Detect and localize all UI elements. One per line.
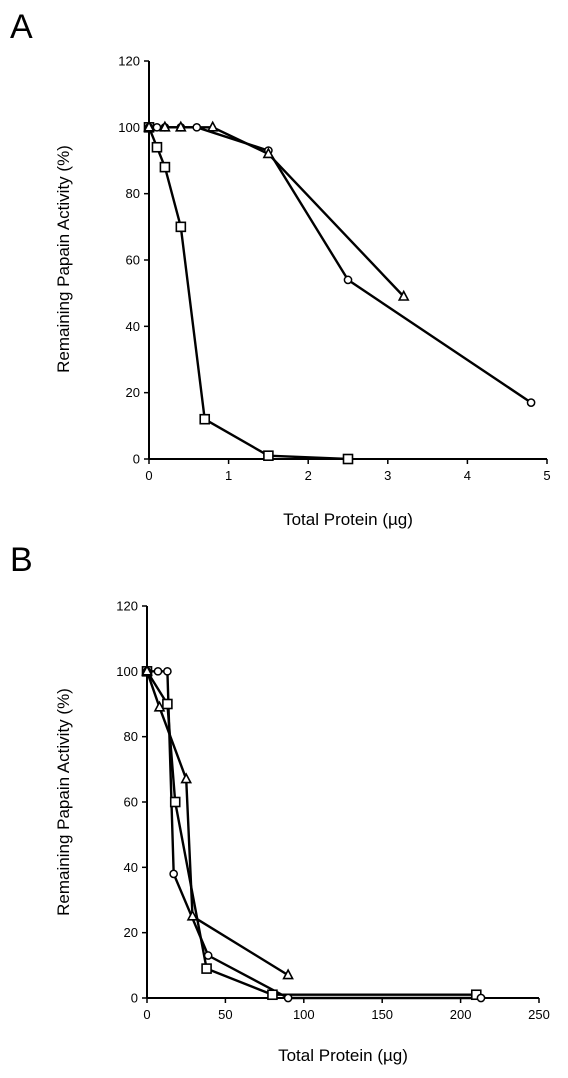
y-tick-label: 60 [126, 253, 140, 268]
data-point-triangle [143, 120, 155, 132]
y-axis-title: Remaining Papain Activity (%) [54, 688, 73, 916]
y-tick-label: 40 [126, 319, 140, 334]
x-tick-label: 1 [225, 468, 232, 483]
x-tick-label: 200 [450, 1007, 472, 1022]
x-tick-label: 2 [305, 468, 312, 483]
y-tick-label: 0 [131, 991, 138, 1006]
series-line-square [147, 126, 349, 461]
data-point-square [175, 221, 187, 233]
data-point-triangle [262, 147, 275, 159]
x-tick-label: 50 [218, 1007, 232, 1022]
series-line-square [145, 670, 477, 996]
data-point-square [151, 141, 163, 153]
data-point-square [159, 161, 171, 173]
y-axis-title: Remaining Papain Activity (%) [54, 145, 73, 373]
series-line-circle [147, 670, 481, 1000]
y-tick-label: 120 [116, 599, 138, 614]
data-point-square [342, 453, 354, 465]
data-point-circle [192, 122, 202, 132]
y-tick-label: 100 [118, 120, 140, 135]
y-tick-label: 20 [124, 925, 138, 940]
panel-a: A Total Protein (µg) Remaining Papain Ac… [10, 8, 551, 529]
y-tick-label: 80 [124, 729, 138, 744]
data-point-triangle [206, 120, 219, 132]
panel-b: B Total Protein (µg) Remaining Papain Ac… [10, 541, 550, 1065]
x-axis-title: Total Protein (µg) [283, 510, 413, 529]
data-point-triangle [141, 664, 153, 676]
data-point-circle [343, 275, 353, 285]
data-point-square [263, 450, 274, 461]
data-point-triangle [282, 968, 294, 980]
panel-label: B [10, 541, 33, 579]
data-point-square [267, 989, 278, 1001]
x-tick-label: 250 [528, 1007, 550, 1022]
data-point-square [162, 698, 173, 710]
data-point-triangle [153, 700, 166, 712]
data-point-triangle [186, 909, 199, 921]
x-tick-label: 0 [143, 1007, 150, 1022]
y-tick-label: 120 [118, 54, 140, 69]
y-tick-label: 100 [116, 664, 138, 679]
x-tick-label: 5 [543, 468, 550, 483]
data-point-circle [163, 666, 172, 676]
data-point-circle [169, 869, 179, 879]
y-tick-label: 60 [124, 795, 138, 810]
data-point-circle [153, 666, 163, 676]
data-point-circle [152, 122, 162, 132]
y-tick-label: 20 [126, 385, 140, 400]
x-tick-label: 100 [293, 1007, 315, 1022]
y-tick-label: 80 [126, 186, 140, 201]
data-point-square [169, 796, 181, 808]
x-tick-label: 4 [464, 468, 471, 483]
data-point-circle [476, 993, 486, 1003]
data-point-circle [283, 993, 293, 1003]
data-point-circle [203, 951, 213, 960]
data-point-triangle [174, 120, 187, 132]
data-point-circle [526, 398, 536, 407]
y-tick-label: 40 [124, 860, 138, 875]
x-axis-title: Total Protein (µg) [278, 1046, 408, 1065]
data-point-triangle [159, 120, 171, 132]
data-point-square [199, 413, 211, 425]
data-point-triangle [180, 772, 193, 784]
x-tick-label: 3 [384, 468, 391, 483]
series-line-circle [149, 126, 532, 404]
y-tick-label: 0 [133, 452, 140, 467]
x-tick-label: 150 [371, 1007, 393, 1022]
x-tick-label: 0 [145, 468, 152, 483]
panel-label: A [10, 8, 33, 46]
data-point-square [201, 963, 212, 974]
data-point-triangle [397, 289, 410, 301]
